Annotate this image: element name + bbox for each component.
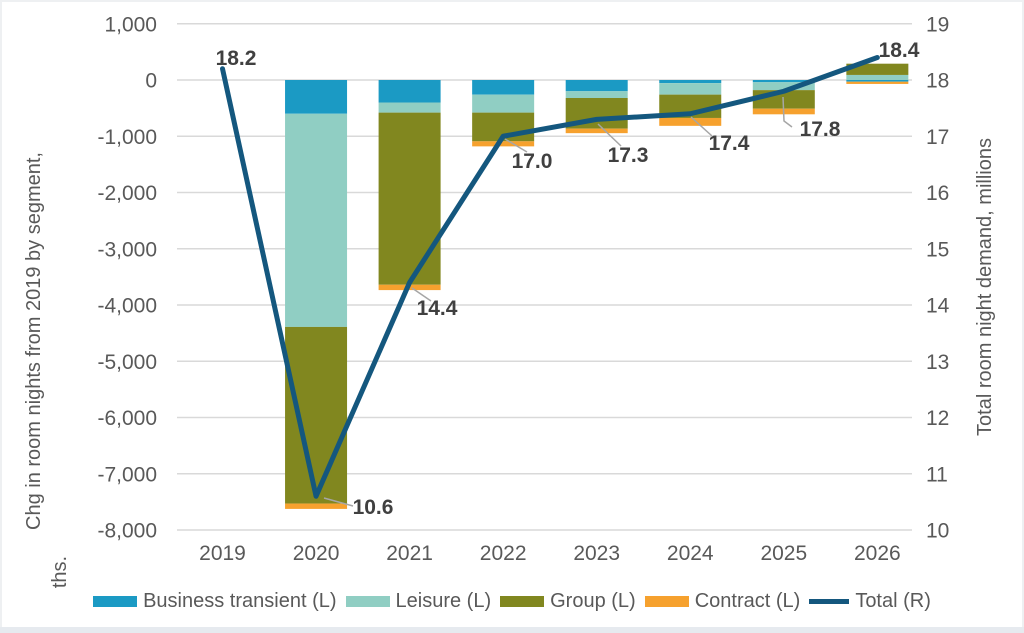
data-label: 10.6 [353, 496, 394, 519]
bar-segment [752, 82, 815, 91]
right-axis-tick-label: 13 [926, 351, 949, 374]
bar-segment [472, 80, 535, 95]
right-axis-tick-label: 14 [926, 295, 950, 318]
bar-segment [565, 91, 628, 98]
legend-label: Group (L) [550, 589, 636, 612]
bar-segment [659, 117, 722, 126]
left-axis-tick-label: 0 [145, 70, 157, 93]
right-axis-tick-label: 12 [926, 407, 949, 430]
x-axis-label: 2024 [667, 542, 714, 565]
bar-segment [378, 80, 441, 103]
legend-item-business-transient-l: Business transient (L) [93, 589, 337, 613]
right-axis-tick-label: 17 [926, 126, 949, 149]
legend-color-swatch [345, 595, 390, 607]
left-axis-tick-label: -6,000 [97, 407, 157, 430]
bar-segment [285, 80, 348, 114]
x-axis-label: 2026 [854, 542, 901, 565]
bar-segment [285, 326, 348, 504]
legend-item-total-r: Total (R) [809, 590, 931, 613]
left-axis-title-line2: ths. [49, 556, 71, 588]
label-leader-lines [323, 96, 793, 507]
leader-line [690, 116, 713, 137]
leader-line [597, 123, 622, 147]
bar-segment [472, 141, 535, 147]
legend-color-swatch [500, 595, 545, 607]
leader-line [504, 138, 528, 153]
data-label: 17.4 [709, 132, 750, 155]
leader-line [323, 497, 354, 507]
total-line [220, 55, 880, 499]
left-axis-tick-label: -8,000 [97, 520, 157, 543]
bar-segment [846, 63, 909, 75]
bar-segment [846, 80, 909, 82]
data-label: 18.4 [879, 39, 920, 62]
x-axis-label: 2021 [386, 542, 433, 565]
legend-item-group-l: Group (L) [500, 590, 636, 613]
leader-line [411, 287, 432, 302]
left-axis-tick-label: -2,000 [97, 182, 157, 205]
bar-segment [659, 83, 722, 95]
x-axis-label: 2025 [760, 542, 807, 565]
data-label: 17.3 [608, 144, 649, 167]
bar-segment [565, 128, 628, 134]
x-axis-label: 2022 [480, 542, 527, 565]
legend-label: Contract (L) [694, 589, 801, 612]
bar-segment [285, 503, 348, 509]
left-axis-tick-label: -4,000 [97, 295, 157, 318]
left-axis-title-line1: Chg in room nights from 2019 by segment, [23, 152, 45, 530]
right-axis-tick-label: 19 [926, 13, 949, 36]
legend-color-swatch [644, 595, 689, 607]
right-axis-tick-label: 18 [926, 70, 949, 93]
left-axis-tick-label: 1,000 [104, 13, 157, 36]
axis-tick-labels: 1,000 19 0 18 -1,000 17 -2,000 16 -3,000 15 -4,000… [97, 13, 949, 565]
bar-segment [846, 74, 909, 80]
bar-segment [659, 80, 722, 84]
legend-item-leisure-l: Leisure (L) [345, 589, 492, 613]
bar-segment [846, 81, 909, 84]
bar-segment [285, 113, 348, 327]
right-axis-tick-label: 11 [926, 463, 948, 486]
data-label: 17.0 [512, 150, 553, 173]
right-axis-tick-label: 10 [926, 520, 949, 543]
x-axis-label: 2023 [573, 542, 620, 565]
legend-color-swatch [93, 595, 138, 607]
leader-line [782, 96, 793, 128]
right-axis-tick-label: 16 [926, 182, 949, 205]
x-axis-label: 2019 [199, 542, 246, 565]
window-bottom-strip [0, 627, 1024, 633]
bar-segment [472, 94, 535, 113]
x-axis-label: 2020 [293, 542, 340, 565]
data-label: 17.8 [800, 118, 841, 141]
right-axis-tick-label: 15 [926, 238, 949, 261]
bar-segment [378, 102, 441, 113]
legend-item-contract-l: Contract (L) [644, 589, 801, 613]
legend-line-swatch [809, 598, 850, 604]
legend-label: Business transient (L) [143, 589, 337, 612]
right-axis-title: Total room night demand, millions [974, 138, 996, 436]
legend-label: Leisure (L) [395, 589, 492, 612]
left-axis-tick-label: -3,000 [97, 238, 157, 261]
chart-legend: Business transient (L) Leisure (L) Group (… [0, 587, 1024, 615]
left-axis-tick-label: -7,000 [97, 463, 157, 486]
total-line-path [220, 55, 880, 499]
bar-segment [565, 80, 628, 92]
data-labels: 18.2 10.6 14.4 17.0 17.3 17.4 17.8 18.4 [216, 39, 920, 519]
data-label: 18.2 [216, 47, 257, 70]
left-axis-tick-label: -1,000 [97, 126, 157, 149]
bar-segment [378, 112, 441, 285]
data-label: 14.4 [417, 297, 458, 320]
legend-label: Total (R) [855, 589, 931, 612]
bar-segment [752, 80, 815, 83]
left-axis-tick-label: -5,000 [97, 351, 157, 374]
